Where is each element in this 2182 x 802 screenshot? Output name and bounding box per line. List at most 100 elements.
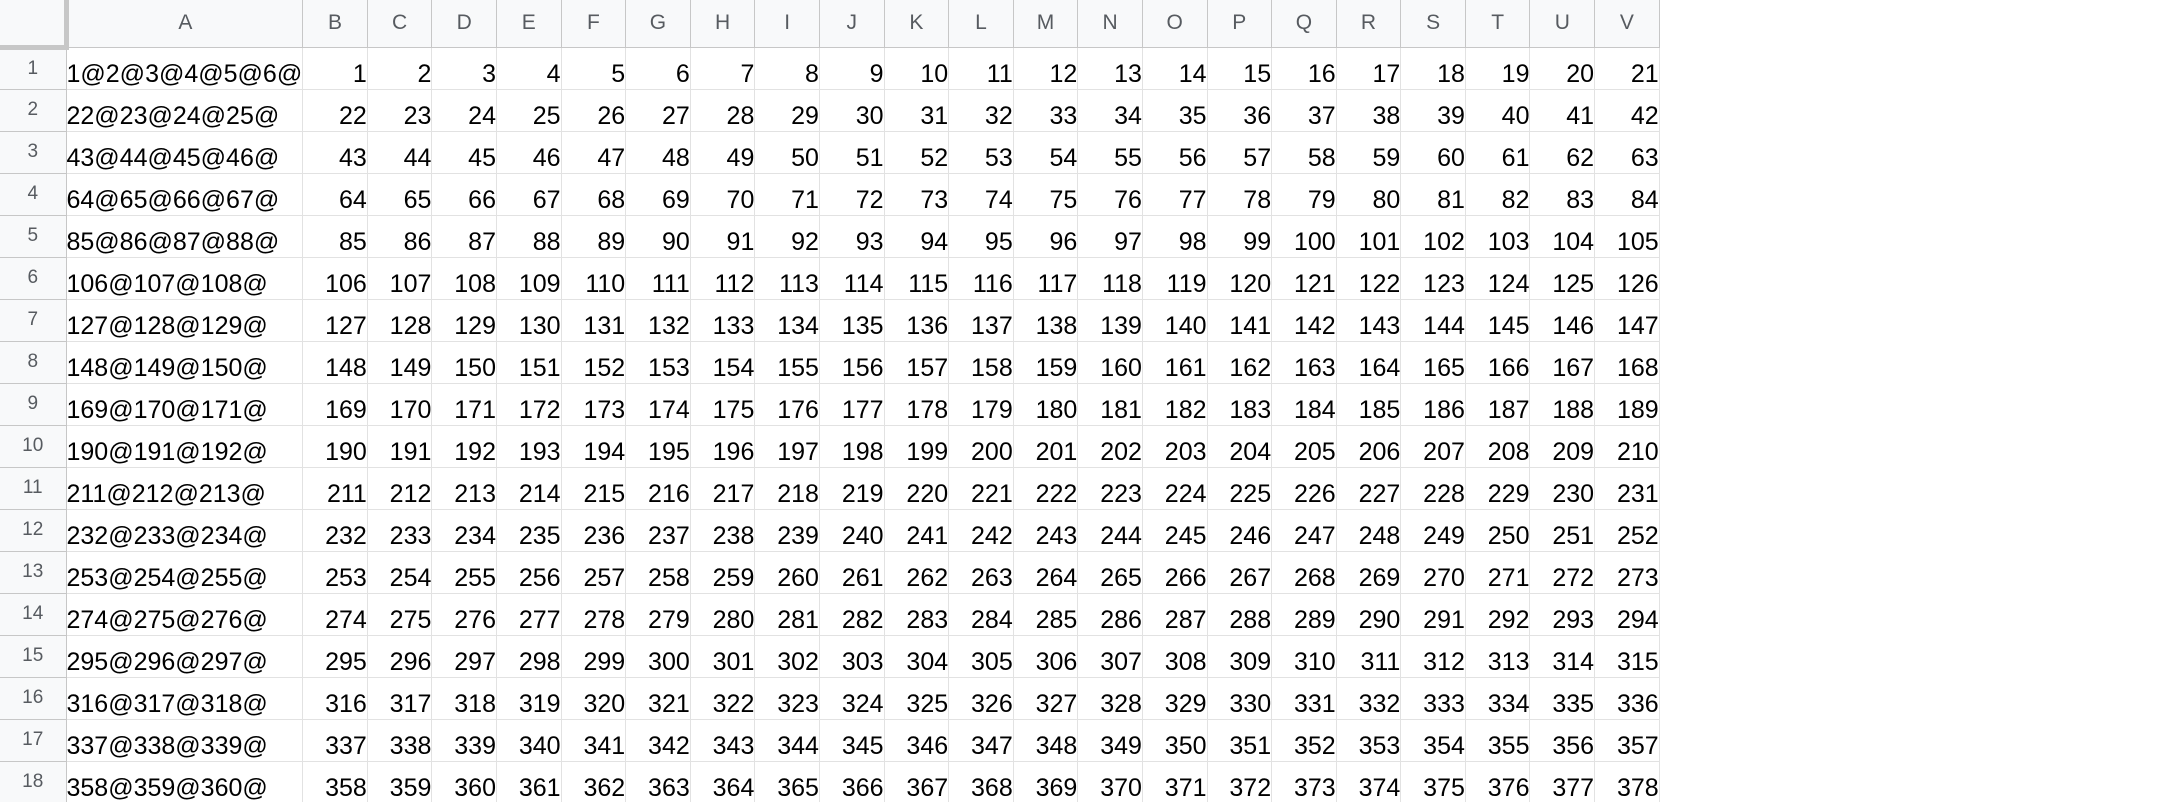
cell-c[interactable]: 317 [367, 677, 433, 720]
cell-j[interactable]: 156 [819, 341, 885, 384]
row-header[interactable]: 2 [0, 89, 67, 132]
cell-a[interactable]: 358@359@360@ [66, 761, 304, 802]
cell-d[interactable]: 297 [431, 635, 497, 678]
cell-m[interactable]: 180 [1013, 383, 1079, 426]
cell-o[interactable]: 140 [1142, 299, 1208, 342]
cell-l[interactable]: 347 [948, 719, 1014, 762]
cell-o[interactable]: 203 [1142, 425, 1208, 468]
cell-k[interactable]: 220 [884, 467, 950, 510]
cell-a[interactable]: 274@275@276@ [66, 593, 304, 636]
cell-n[interactable]: 139 [1077, 299, 1143, 342]
cell-u[interactable]: 83 [1529, 173, 1596, 216]
cell-o[interactable]: 182 [1142, 383, 1208, 426]
cell-i[interactable]: 281 [754, 593, 820, 636]
cell-v[interactable]: 189 [1594, 383, 1660, 426]
cell-u[interactable]: 167 [1529, 341, 1596, 384]
cell-q[interactable]: 163 [1271, 341, 1337, 384]
cell-o[interactable]: 56 [1142, 131, 1208, 174]
cell-g[interactable]: 342 [625, 719, 691, 762]
cell-b[interactable]: 337 [302, 719, 368, 762]
cell-r[interactable]: 164 [1336, 341, 1402, 384]
cell-g[interactable]: 321 [625, 677, 691, 720]
cell-i[interactable]: 218 [754, 467, 820, 510]
cell-b[interactable]: 169 [302, 383, 368, 426]
cell-i[interactable]: 71 [754, 173, 820, 216]
cell-f[interactable]: 320 [561, 677, 627, 720]
row-header[interactable]: 13 [0, 551, 67, 594]
cell-n[interactable]: 97 [1077, 215, 1143, 258]
cell-o[interactable]: 350 [1142, 719, 1208, 762]
cell-f[interactable]: 194 [561, 425, 627, 468]
column-header-h[interactable]: H [690, 0, 756, 48]
cell-q[interactable]: 142 [1271, 299, 1337, 342]
cell-a[interactable]: 22@23@24@25@ [66, 89, 304, 132]
cell-e[interactable]: 67 [496, 173, 562, 216]
cell-m[interactable]: 54 [1013, 131, 1079, 174]
cell-n[interactable]: 286 [1077, 593, 1143, 636]
cell-k[interactable]: 367 [884, 761, 950, 802]
cell-t[interactable]: 250 [1465, 509, 1531, 552]
column-header-u[interactable]: U [1529, 0, 1596, 48]
cell-d[interactable]: 45 [431, 131, 497, 174]
cell-e[interactable]: 298 [496, 635, 562, 678]
cell-s[interactable]: 333 [1400, 677, 1466, 720]
cell-q[interactable]: 58 [1271, 131, 1337, 174]
cell-f[interactable]: 173 [561, 383, 627, 426]
column-header-a[interactable]: A [66, 0, 304, 48]
cell-v[interactable]: 42 [1594, 89, 1660, 132]
cell-v[interactable]: 357 [1594, 719, 1660, 762]
cell-m[interactable]: 201 [1013, 425, 1079, 468]
cell-a[interactable]: 316@317@318@ [66, 677, 304, 720]
cell-b[interactable]: 211 [302, 467, 368, 510]
cell-n[interactable]: 370 [1077, 761, 1143, 802]
cell-u[interactable]: 230 [1529, 467, 1596, 510]
cell-q[interactable]: 205 [1271, 425, 1337, 468]
cell-n[interactable]: 307 [1077, 635, 1143, 678]
cell-u[interactable]: 104 [1529, 215, 1596, 258]
cell-b[interactable]: 274 [302, 593, 368, 636]
cell-v[interactable]: 294 [1594, 593, 1660, 636]
cell-n[interactable]: 328 [1077, 677, 1143, 720]
cell-k[interactable]: 178 [884, 383, 950, 426]
cell-m[interactable]: 327 [1013, 677, 1079, 720]
cell-r[interactable]: 248 [1336, 509, 1402, 552]
cell-d[interactable]: 318 [431, 677, 497, 720]
cell-q[interactable]: 289 [1271, 593, 1337, 636]
cell-t[interactable]: 355 [1465, 719, 1531, 762]
cell-l[interactable]: 284 [948, 593, 1014, 636]
cell-g[interactable]: 363 [625, 761, 691, 802]
cell-c[interactable]: 191 [367, 425, 433, 468]
column-header-v[interactable]: V [1594, 0, 1660, 48]
cell-b[interactable]: 22 [302, 89, 368, 132]
cell-f[interactable]: 89 [561, 215, 627, 258]
cell-f[interactable]: 110 [561, 257, 627, 300]
cell-d[interactable]: 360 [431, 761, 497, 802]
cell-c[interactable]: 296 [367, 635, 433, 678]
cell-b[interactable]: 358 [302, 761, 368, 802]
cell-e[interactable]: 109 [496, 257, 562, 300]
cell-k[interactable]: 73 [884, 173, 950, 216]
cell-e[interactable]: 130 [496, 299, 562, 342]
cell-i[interactable]: 260 [754, 551, 820, 594]
cell-c[interactable]: 128 [367, 299, 433, 342]
cell-i[interactable]: 8 [754, 47, 820, 90]
cell-a[interactable]: 169@170@171@ [66, 383, 304, 426]
cell-v[interactable]: 105 [1594, 215, 1660, 258]
cell-i[interactable]: 323 [754, 677, 820, 720]
cell-j[interactable]: 135 [819, 299, 885, 342]
cell-n[interactable]: 265 [1077, 551, 1143, 594]
cell-q[interactable]: 100 [1271, 215, 1337, 258]
cell-d[interactable]: 3 [431, 47, 497, 90]
cell-d[interactable]: 276 [431, 593, 497, 636]
cell-b[interactable]: 106 [302, 257, 368, 300]
cell-t[interactable]: 208 [1465, 425, 1531, 468]
cell-f[interactable]: 68 [561, 173, 627, 216]
cell-l[interactable]: 95 [948, 215, 1014, 258]
row-header[interactable]: 9 [0, 383, 67, 426]
cell-b[interactable]: 190 [302, 425, 368, 468]
cell-r[interactable]: 17 [1336, 47, 1402, 90]
cell-a[interactable]: 211@212@213@ [66, 467, 304, 510]
cell-d[interactable]: 213 [431, 467, 497, 510]
cell-k[interactable]: 52 [884, 131, 950, 174]
cell-f[interactable]: 257 [561, 551, 627, 594]
